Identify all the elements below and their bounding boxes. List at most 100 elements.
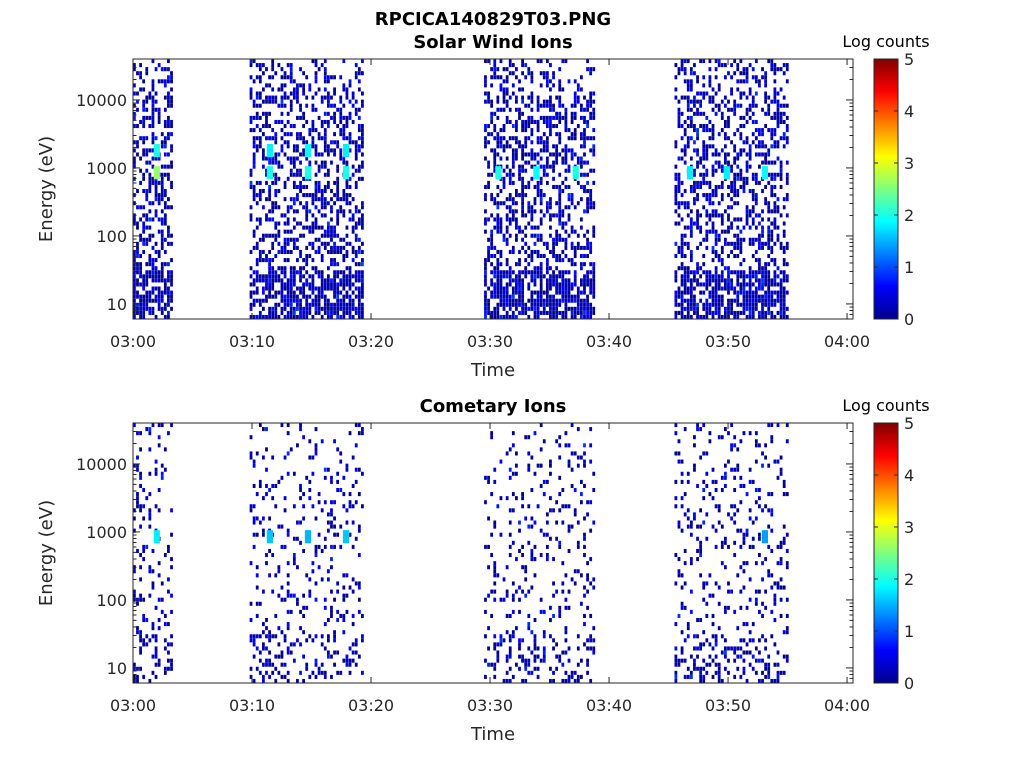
spectrogram-cell: [487, 565, 490, 570]
spectrogram-cell: [754, 91, 758, 96]
spectrogram-cell: [505, 225, 509, 230]
spectrogram-cell: [754, 306, 758, 311]
spectrogram-cell: [302, 294, 306, 299]
spectrogram-cell: [277, 205, 281, 210]
spectrogram-cell: [708, 193, 712, 198]
spectrogram-cell: [570, 115, 574, 120]
spectrogram-cell: [521, 59, 524, 64]
spectrogram-cell: [767, 160, 771, 165]
spectrogram-cell: [696, 310, 699, 315]
spectrogram-cell: [761, 508, 764, 513]
spectrogram-cell: [280, 75, 284, 80]
spectrogram-cell: [589, 197, 593, 202]
spectrogram-cell: [773, 201, 777, 206]
spectrogram-cell: [139, 274, 142, 279]
spectrogram-cell: [592, 233, 596, 238]
spectrogram-cell: [302, 71, 306, 76]
spectrogram-cell: [742, 483, 746, 488]
spectrogram-cell: [680, 601, 684, 606]
spectrogram-cell: [167, 115, 170, 120]
spectrogram-cell: [680, 148, 684, 153]
spectrogram-cell: [505, 164, 509, 169]
spectrogram-cell: [583, 128, 586, 133]
spectrogram-cell: [524, 152, 528, 157]
spectrogram-cell: [361, 221, 364, 226]
spectrogram-cell: [154, 274, 158, 279]
spectrogram-cell: [157, 618, 161, 623]
spectrogram-cell: [354, 662, 358, 667]
spectrogram-cell: [354, 467, 358, 472]
spectrogram-cell: [308, 634, 312, 639]
spectrogram-cell: [751, 172, 755, 177]
spectrogram-cell: [289, 124, 293, 129]
spectrogram-cell: [779, 172, 783, 177]
spectrogram-cell: [286, 286, 290, 291]
spectrogram-cell: [508, 59, 512, 64]
spectrogram-cell: [539, 83, 543, 88]
spectrogram-cell: [292, 184, 296, 189]
spectrogram-cell: [751, 103, 755, 108]
spectrogram-cell: [558, 111, 562, 116]
spectrogram-cell: [274, 201, 278, 206]
spectrogram-cell: [564, 124, 568, 129]
spectrogram-cell: [280, 286, 284, 291]
spectrogram-cell: [292, 553, 296, 558]
spectrogram-cell: [549, 536, 552, 541]
spectrogram-cell: [280, 290, 284, 295]
spectrogram-cell: [583, 553, 586, 558]
spectrogram-cell: [758, 650, 761, 655]
spectrogram-cell: [754, 431, 758, 436]
spectrogram-cell: [145, 99, 149, 104]
spectrogram-cell: [683, 160, 687, 165]
spectrogram-cell: [521, 209, 524, 214]
spectrogram-cell: [305, 638, 309, 643]
spectrogram-cell: [583, 144, 586, 149]
spectrogram-cell: [739, 124, 743, 129]
spectrogram-cell: [714, 184, 718, 189]
spectrogram-cell: [736, 626, 740, 631]
spectrogram-cell: [589, 302, 593, 307]
spectrogram-cell: [280, 245, 284, 250]
spectrogram-cell: [484, 282, 487, 287]
spectrogram-cell: [527, 103, 531, 108]
spectrogram-cell: [296, 144, 299, 149]
spectrogram-cell: [499, 221, 503, 226]
spectrogram-cell: [733, 172, 737, 177]
spectrogram-cell: [142, 221, 146, 226]
spectrogram-cell: [326, 229, 330, 234]
spectrogram-cell: [351, 197, 355, 202]
spectrogram-cell: [674, 75, 678, 80]
spectrogram-cell: [767, 286, 771, 291]
spectrogram-cell: [326, 650, 330, 655]
spectrogram-cell: [545, 59, 549, 64]
spectrogram-cell: [314, 217, 318, 222]
spectrogram-cell: [151, 119, 155, 124]
spectrogram-cell: [148, 148, 152, 153]
spectrogram-cell: [348, 136, 352, 141]
spectrogram-cell: [527, 540, 531, 545]
spectrogram-cell: [727, 266, 730, 271]
spectrogram-cell: [170, 103, 173, 108]
spectrogram-cell: [689, 254, 693, 259]
spectrogram-cell: [674, 176, 678, 181]
spectrogram-cell: [542, 71, 546, 76]
spectrogram-cell: [142, 310, 146, 315]
spectrogram-cell: [258, 95, 262, 100]
spectrogram-cell: [505, 258, 509, 263]
spectrogram-cell: [348, 99, 352, 104]
spectrogram-cell: [674, 553, 678, 558]
spectrogram-cell: [252, 136, 256, 141]
spectrogram-cell: [742, 431, 746, 436]
spectrogram-cell: [570, 132, 574, 137]
spectrogram-cell: [258, 103, 262, 108]
spectrogram-cell: [558, 189, 562, 194]
spectrogram-cell: [317, 245, 321, 250]
spectrogram-cell: [770, 302, 774, 307]
spectrogram-cell: [262, 124, 265, 129]
spectrogram-cell: [280, 249, 284, 254]
spectrogram-cell: [785, 180, 789, 185]
spectrogram-cell: [139, 294, 142, 299]
spectrogram-cell: [708, 83, 712, 88]
spectrogram-cell: [357, 294, 361, 299]
spectrogram-cell: [496, 658, 500, 663]
